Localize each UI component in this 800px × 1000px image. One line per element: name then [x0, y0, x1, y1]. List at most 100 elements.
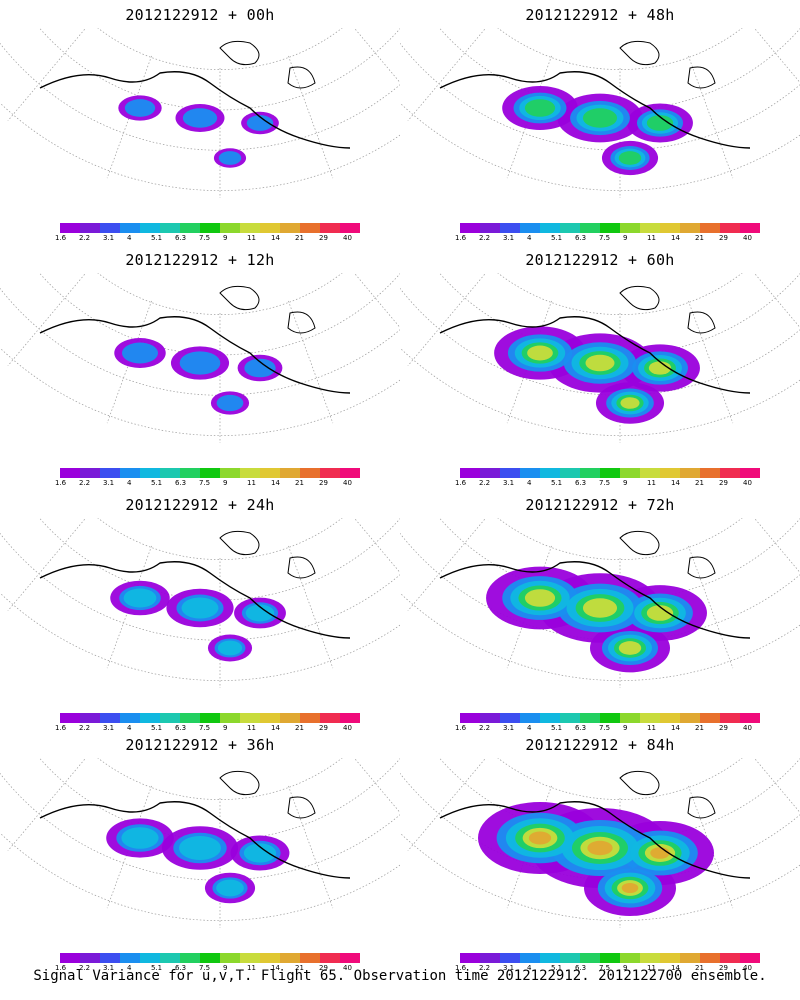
- colorbar-swatch: [240, 713, 260, 723]
- colorbar-label: 2.2: [479, 724, 491, 732]
- colorbar: [60, 713, 360, 723]
- coastline: [39, 801, 351, 879]
- colorbar-label: 14: [271, 964, 280, 972]
- colorbar-label: 1.6: [55, 964, 67, 972]
- colorbar-swatch: [60, 713, 80, 723]
- colorbar-swatch: [580, 223, 600, 233]
- coastline: [439, 801, 751, 879]
- colorbar-swatch: [600, 468, 620, 478]
- panel-title: 2012122912 + 00h: [125, 6, 275, 24]
- colorbar-swatch: [280, 713, 300, 723]
- colorbar-label: 5.1: [151, 234, 163, 242]
- colorbar-label: 6.3: [175, 724, 187, 732]
- panel-title: 2012122912 + 72h: [525, 496, 675, 514]
- colorbar-label: 29: [319, 479, 328, 487]
- colorbar-label: 1.6: [455, 479, 467, 487]
- colorbar-swatch: [620, 223, 640, 233]
- colorbar-label: 21: [295, 724, 304, 732]
- colorbar-swatch: [600, 953, 620, 963]
- colorbar-label: 3.1: [503, 724, 515, 732]
- colorbar-label: 5.1: [551, 724, 563, 732]
- colorbar-label: 11: [247, 479, 256, 487]
- colorbar-label: 9: [223, 724, 228, 732]
- colorbar-swatch: [680, 223, 700, 233]
- colorbar-swatch: [260, 468, 280, 478]
- colorbar-label: 21: [695, 724, 704, 732]
- colorbar-label: 11: [647, 234, 656, 242]
- colorbar-swatch: [80, 713, 100, 723]
- colorbar-swatch: [560, 223, 580, 233]
- colorbar-label: 6.3: [175, 479, 187, 487]
- colorbar-swatch: [280, 223, 300, 233]
- colorbar-swatch: [740, 713, 760, 723]
- colorbar-swatch: [200, 953, 220, 963]
- variance-field: [478, 802, 714, 916]
- colorbar-label: 6.3: [575, 234, 587, 242]
- colorbar-label: 21: [295, 479, 304, 487]
- colorbar-swatch: [680, 468, 700, 478]
- colorbar-label: 7.5: [199, 234, 211, 242]
- colorbar-labels: 1.6 2.2 3.1 4 5.1 6.3 7.5 9 11 14 21 29 40: [455, 724, 765, 734]
- colorbar-label: 4: [527, 724, 532, 732]
- colorbar-swatch: [280, 953, 300, 963]
- coastline: [439, 316, 751, 394]
- variance-field: [502, 86, 693, 176]
- colorbar-swatch: [580, 468, 600, 478]
- colorbar-swatch: [220, 223, 240, 233]
- colorbar-swatch: [160, 713, 180, 723]
- colorbar-swatch: [720, 953, 740, 963]
- colorbar-label: 1.6: [55, 724, 67, 732]
- colorbar-swatch: [660, 468, 680, 478]
- colorbar-swatch: [320, 223, 340, 233]
- colorbar-swatch: [640, 468, 660, 478]
- colorbar-swatch: [120, 223, 140, 233]
- colorbar-swatch: [220, 713, 240, 723]
- colorbar-swatch: [460, 223, 480, 233]
- colorbar-label: 1.6: [55, 234, 67, 242]
- colorbar-swatch: [620, 953, 640, 963]
- polar-map: [400, 758, 800, 928]
- colorbar-swatch: [60, 468, 80, 478]
- colorbar-label: 2.2: [479, 234, 491, 242]
- figure-caption: Signal Variance for u,v,T. Flight 65. Ob…: [33, 968, 767, 984]
- colorbar-label: 14: [271, 234, 280, 242]
- colorbar-label: 2.2: [79, 724, 91, 732]
- colorbar-labels: 1.6 2.2 3.1 4 5.1 6.3 7.5 9 11 14 21 29 40: [455, 964, 765, 974]
- panel-title: 2012122912 + 36h: [125, 736, 275, 754]
- colorbar-label: 29: [719, 479, 728, 487]
- colorbar-label: 5.1: [551, 964, 563, 972]
- colorbar-label: 7.5: [199, 479, 211, 487]
- colorbar: [460, 953, 760, 963]
- colorbar-label: 29: [719, 234, 728, 242]
- panel-title: 2012122912 + 24h: [125, 496, 275, 514]
- colorbar-swatch: [660, 953, 680, 963]
- colorbar-swatch: [520, 953, 540, 963]
- colorbar-label: 40: [743, 724, 752, 732]
- colorbar-label: 2.2: [479, 964, 491, 972]
- colorbar-swatch: [120, 468, 140, 478]
- colorbar-swatch: [180, 713, 200, 723]
- forecast-panel: 2012122912 + 48h 1.6 2.2 3.1 4 5.1 6.3 7.5 9 11 14…: [400, 0, 800, 245]
- colorbar-swatch: [720, 713, 740, 723]
- variance-field: [114, 338, 283, 415]
- colorbar-swatch: [560, 713, 580, 723]
- colorbar-swatch: [100, 953, 120, 963]
- colorbar-swatch: [260, 953, 280, 963]
- colorbar-label: 40: [743, 479, 752, 487]
- colorbar-label: 21: [695, 234, 704, 242]
- colorbar-swatch: [300, 953, 320, 963]
- colorbar-label: 3.1: [503, 479, 515, 487]
- colorbar-label: 11: [247, 234, 256, 242]
- colorbar-labels: 1.6 2.2 3.1 4 5.1 6.3 7.5 9 11 14 21 29 40: [55, 964, 365, 974]
- colorbar-label: 11: [647, 964, 656, 972]
- colorbar-swatch: [320, 468, 340, 478]
- colorbar-label: 3.1: [103, 479, 115, 487]
- forecast-panel: 2012122912 + 72h 1.6 2.2 3.1 4 5.1 6.3 7.5 9 11 14…: [400, 490, 800, 735]
- colorbar-swatch: [180, 223, 200, 233]
- forecast-panel: 2012122912 + 24h 1.6 2.2 3.1 4 5.1 6.3 7.5 9 11 14…: [0, 490, 400, 735]
- colorbar-label: 9: [623, 964, 628, 972]
- forecast-panel: 2012122912 + 00h 1.6 2.2 3.1 4 5.1 6.3 7.5 9 11 14…: [0, 0, 400, 245]
- colorbar-swatch: [720, 468, 740, 478]
- colorbar-label: 7.5: [599, 479, 611, 487]
- coastline: [39, 561, 351, 639]
